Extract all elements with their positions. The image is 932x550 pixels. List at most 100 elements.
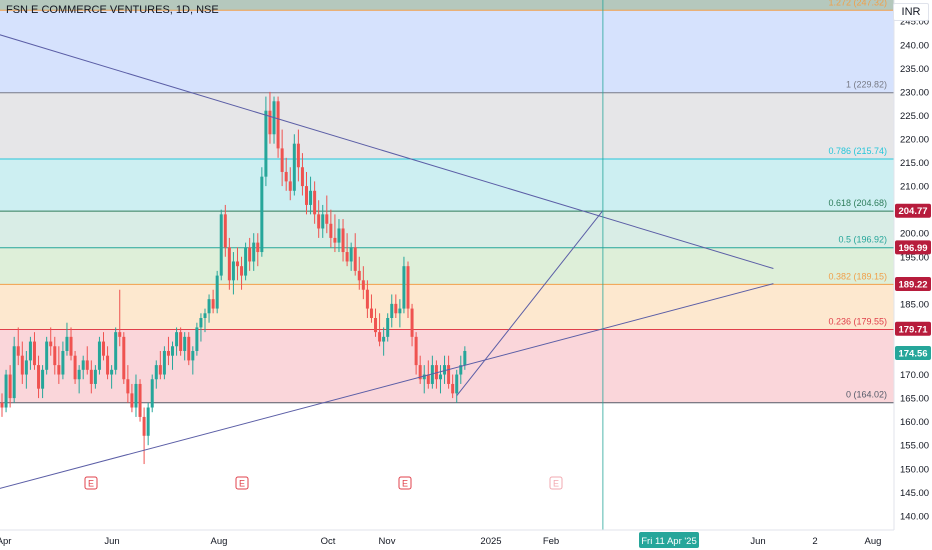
candle[interactable] (438, 374, 442, 380)
candle[interactable] (142, 416, 146, 436)
candle[interactable] (410, 308, 414, 337)
candle[interactable] (126, 379, 130, 394)
candle[interactable] (296, 143, 300, 168)
earnings-flag[interactable]: E (549, 476, 563, 490)
candle[interactable] (81, 360, 85, 370)
candle[interactable] (463, 350, 467, 366)
earnings-flag[interactable]: E (235, 476, 249, 490)
candle[interactable] (146, 407, 150, 436)
candle[interactable] (150, 379, 154, 408)
candle[interactable] (341, 228, 345, 253)
candle[interactable] (305, 186, 308, 205)
candle[interactable] (57, 365, 61, 375)
time-axis-panel[interactable] (0, 530, 932, 550)
earnings-flag[interactable]: E (398, 476, 412, 490)
candle[interactable] (451, 383, 455, 394)
trendlines[interactable] (0, 33, 774, 490)
candle[interactable] (369, 308, 373, 318)
candle[interactable] (390, 303, 394, 318)
candle[interactable] (195, 327, 199, 351)
candle[interactable] (459, 365, 463, 375)
candle[interactable] (187, 336, 191, 361)
candle[interactable] (361, 280, 365, 290)
candle[interactable] (244, 247, 248, 276)
candle[interactable] (73, 355, 77, 380)
candle[interactable] (292, 143, 296, 191)
candle[interactable] (49, 341, 53, 347)
candle[interactable] (280, 148, 284, 172)
candle[interactable] (207, 299, 211, 314)
candle[interactable] (219, 214, 223, 276)
candle[interactable] (430, 365, 434, 384)
candle[interactable] (256, 242, 260, 253)
price-axis-panel[interactable] (894, 0, 932, 530)
candle[interactable] (365, 289, 369, 309)
candle[interactable] (215, 275, 219, 309)
candle[interactable] (260, 176, 264, 253)
candle[interactable] (223, 214, 227, 248)
candle[interactable] (349, 247, 353, 262)
candle[interactable] (353, 247, 357, 271)
candle[interactable] (53, 346, 57, 366)
candle[interactable] (20, 355, 24, 375)
candle[interactable] (357, 270, 361, 281)
candle[interactable] (309, 190, 313, 205)
candle[interactable] (321, 214, 325, 229)
candle[interactable] (118, 332, 122, 337)
candle[interactable] (333, 237, 337, 243)
candle[interactable] (41, 369, 45, 389)
candle[interactable] (106, 355, 110, 375)
candle[interactable] (211, 299, 215, 309)
candle[interactable] (61, 350, 65, 375)
candle[interactable] (97, 341, 101, 370)
candle[interactable] (264, 110, 268, 177)
candle[interactable] (345, 252, 349, 262)
candle[interactable] (191, 350, 195, 361)
currency-button[interactable]: INR (893, 3, 929, 21)
candle[interactable] (434, 365, 438, 380)
candle[interactable] (122, 336, 126, 380)
candle[interactable] (455, 374, 459, 394)
candle[interactable] (12, 346, 16, 399)
candle[interactable] (252, 242, 256, 262)
candle[interactable] (240, 266, 244, 276)
candle[interactable] (398, 308, 402, 314)
candle[interactable] (374, 318, 378, 333)
candle[interactable] (231, 261, 235, 281)
candle[interactable] (394, 303, 398, 314)
candle[interactable] (110, 369, 114, 375)
candle[interactable] (85, 360, 89, 370)
candle[interactable] (414, 336, 418, 366)
candle[interactable] (183, 336, 187, 351)
candle[interactable] (300, 167, 304, 187)
candle[interactable] (227, 247, 231, 281)
candle[interactable] (276, 101, 280, 149)
symbol-title[interactable]: FSN E COMMERCE VENTURES, 1D, NSE (6, 4, 219, 16)
candle[interactable] (154, 365, 158, 380)
candle[interactable] (447, 365, 451, 384)
earnings-flag[interactable]: E (84, 476, 98, 490)
candle[interactable] (24, 360, 28, 375)
candle[interactable] (268, 110, 272, 135)
candle[interactable] (382, 336, 386, 342)
candle[interactable] (166, 350, 170, 356)
candle[interactable] (199, 318, 203, 328)
candle[interactable] (175, 332, 179, 347)
candle[interactable] (93, 369, 97, 384)
candle[interactable] (378, 332, 382, 342)
candle[interactable] (235, 261, 239, 267)
candle[interactable] (422, 374, 426, 380)
candle[interactable] (4, 374, 8, 408)
candle[interactable] (130, 393, 134, 408)
candle[interactable] (16, 346, 20, 356)
candle[interactable] (288, 181, 292, 191)
trendline-descending[interactable] (0, 33, 774, 270)
candle[interactable] (248, 247, 252, 262)
candle[interactable] (386, 318, 390, 337)
candle[interactable] (313, 190, 317, 215)
candle[interactable] (162, 350, 166, 375)
candle[interactable] (77, 369, 81, 380)
candle[interactable] (171, 346, 175, 356)
